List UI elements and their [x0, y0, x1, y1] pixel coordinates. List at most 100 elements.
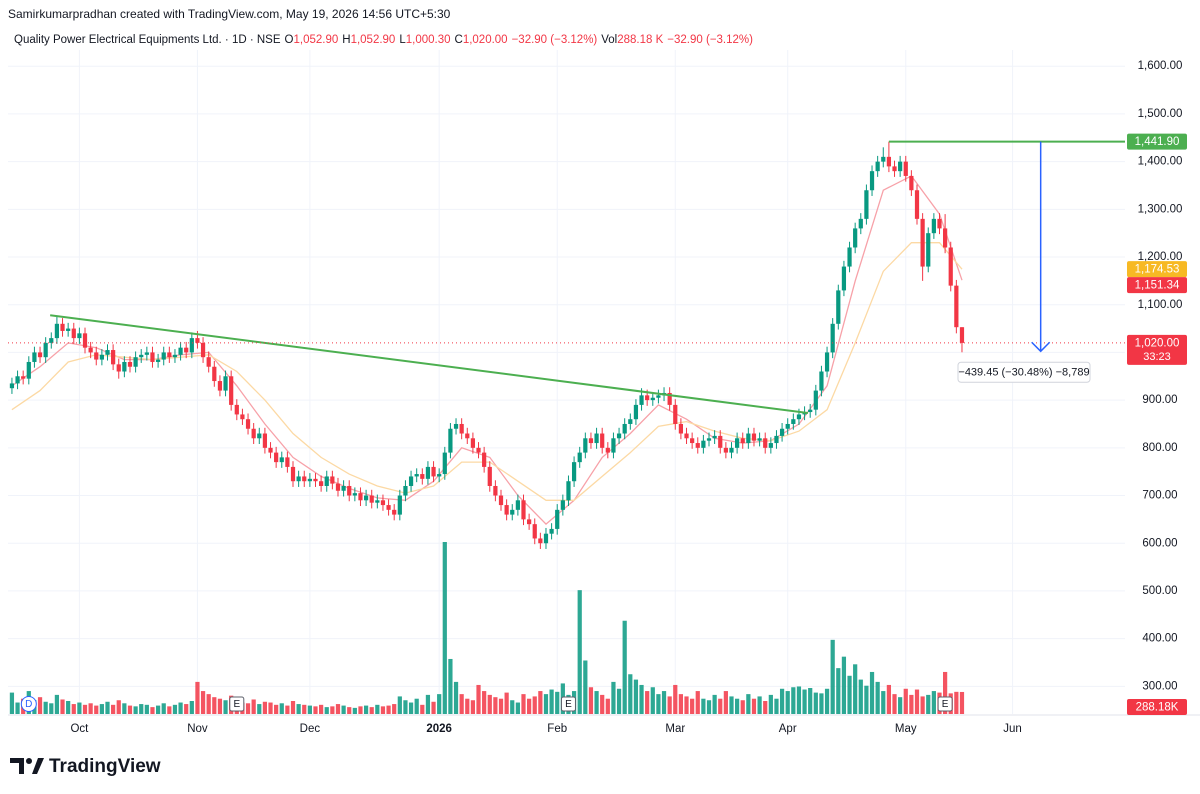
x-tick-label: Oct [70, 723, 89, 735]
candle-body [302, 476, 307, 482]
measure-label: −439.45 (−30.48%) −8,789 [958, 367, 1089, 379]
volume-bar [543, 694, 549, 714]
candle-body [234, 404, 239, 415]
candle-body [898, 161, 903, 172]
volume-bar [167, 706, 172, 714]
volume-bar [735, 698, 740, 714]
candle-body [735, 438, 740, 448]
event-label: E [942, 699, 949, 710]
candle-body [701, 440, 706, 448]
price-badge [1127, 261, 1187, 278]
candle-body [555, 509, 560, 529]
candle-body [408, 476, 414, 486]
candle-body [779, 428, 785, 436]
candle-body [21, 376, 26, 379]
volume-bar [369, 707, 374, 714]
candle-body [279, 457, 284, 463]
y-tick-label: 800.00 [1142, 442, 1177, 454]
volume-bar [706, 700, 712, 714]
volume-bar [54, 694, 60, 714]
candle-body [498, 495, 504, 506]
volume-bar [116, 700, 121, 714]
candle-body [26, 361, 31, 379]
candle-body [948, 247, 953, 286]
volume-bar [15, 702, 20, 714]
y-tick-label: 600.00 [1142, 537, 1177, 549]
candle-body [268, 447, 273, 453]
candle-body [127, 361, 133, 367]
volume-bar [549, 689, 554, 714]
volume-bar [335, 704, 341, 714]
volume-bar [808, 688, 813, 714]
volume-bar [616, 688, 622, 714]
volume-bar [161, 703, 166, 714]
volume-bar [611, 681, 616, 714]
volume-bar [386, 705, 391, 714]
volume-bar [448, 658, 453, 714]
candle-body [706, 438, 712, 441]
volume-bar [903, 688, 908, 714]
volume-bar [487, 694, 492, 714]
candle-body [645, 395, 650, 401]
volume-bar [498, 698, 504, 714]
volume-bar [740, 700, 745, 714]
volume-bar [813, 692, 818, 714]
legend-key: O [285, 34, 294, 46]
volume-bar [763, 701, 768, 714]
x-tick-label: Nov [187, 723, 208, 735]
legend-key: H [342, 34, 350, 46]
volume-bar [414, 698, 419, 714]
volume-bar [673, 684, 678, 714]
candle-body [206, 357, 211, 367]
candle-body [926, 233, 931, 267]
volume-bar [139, 704, 144, 714]
candle-body [937, 218, 942, 229]
volume-bar [302, 704, 307, 714]
volume-bar [60, 699, 65, 714]
candle-body [875, 161, 880, 172]
candle-body [864, 190, 869, 219]
legend: Quality Power Electrical Equipments Ltd.… [14, 34, 753, 46]
candle-body [751, 433, 757, 441]
volume-bar [37, 697, 43, 714]
candle-body [830, 323, 835, 353]
candle-body [824, 352, 830, 372]
volume-bar [853, 664, 858, 714]
candle-body [369, 495, 374, 503]
price-badge [1127, 277, 1187, 294]
volume-bar [751, 698, 757, 714]
candle-body [290, 466, 296, 482]
candle-body [307, 478, 312, 482]
y-tick-label: 1,600.00 [1138, 60, 1183, 72]
candle-body [167, 352, 172, 358]
candle-body [549, 528, 554, 534]
volume-badge-label: 288.18K [1136, 702, 1179, 714]
volume-bar [88, 703, 93, 714]
candle-body [122, 361, 127, 372]
candle-body [583, 438, 588, 453]
candle-body [667, 392, 672, 405]
candle-body [723, 447, 728, 453]
brand-logo [10, 758, 44, 774]
candle-body [560, 500, 565, 510]
y-tick-label: 1,400.00 [1138, 156, 1183, 168]
candle-body [605, 447, 610, 453]
credit: Samirkumarpradhan created with TradingVi… [8, 7, 451, 21]
candle-body [105, 350, 110, 355]
volume-bar [341, 705, 346, 714]
candle-body [161, 352, 166, 360]
candle-body [678, 423, 684, 434]
candle-body [330, 476, 335, 484]
candle-body [319, 481, 324, 486]
volume-bar [403, 700, 408, 714]
candle-body [729, 447, 734, 453]
candle-body [116, 364, 121, 372]
candle-body [82, 333, 88, 348]
volume-bar [375, 704, 380, 714]
measure-arrowhead [1031, 341, 1051, 353]
legend-value: −32.90 (−3.12%) [512, 34, 598, 46]
candle-body [482, 452, 487, 467]
candle-body [695, 443, 700, 448]
candle-body [931, 218, 936, 234]
